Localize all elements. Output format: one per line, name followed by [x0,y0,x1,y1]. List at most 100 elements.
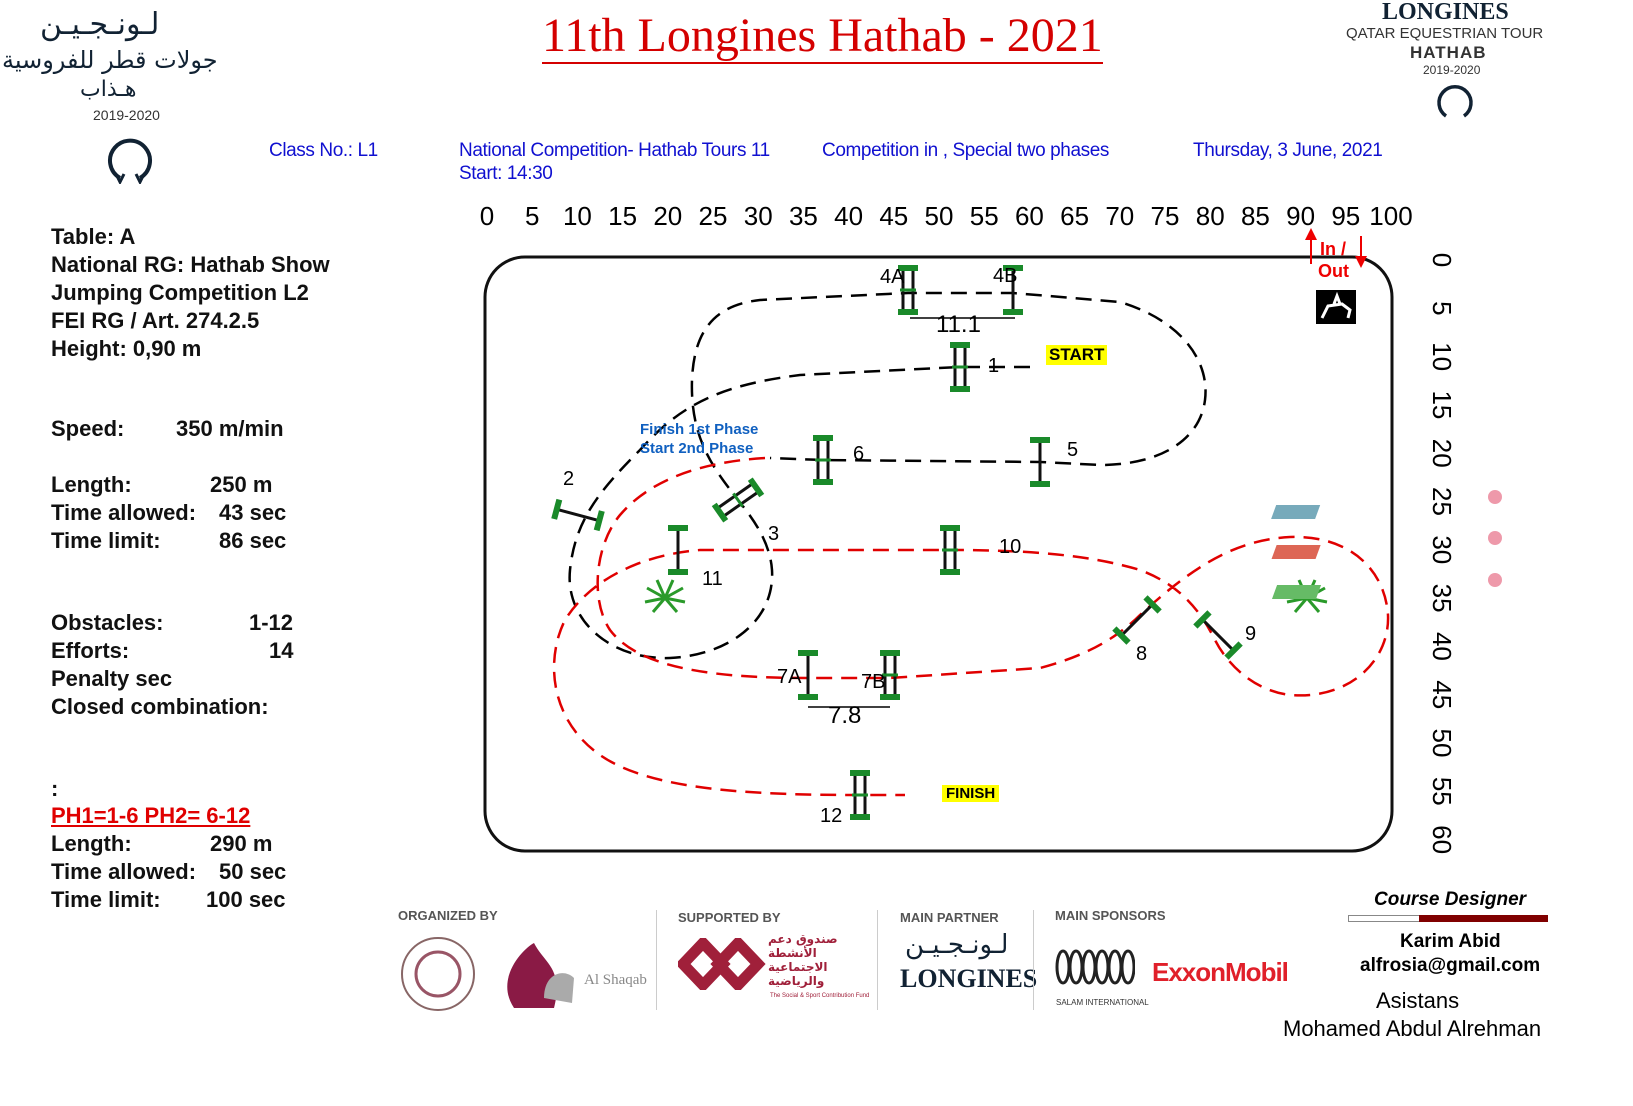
phase-note: Finish 1st Phase Start 2nd Phase [640,420,758,458]
scale-tick: 30 [744,201,773,231]
scale-tick: 60 [1427,825,1457,854]
jump-number: 8 [1136,643,1147,665]
jump-number: 4A [880,266,905,288]
scale-tick: 40 [834,201,863,231]
scale-tick: 55 [1427,777,1457,806]
scale-tick: 50 [1427,729,1457,758]
al-shaqab-logo-icon [507,943,574,1008]
time-limit-label: Time limit: [51,528,161,553]
divider [1033,910,1034,1010]
horseshoe-logo-icon [1437,85,1473,118]
rule: FEI RG / Art. 274.2.5 [51,308,260,333]
height: Height: 0,90 m [51,336,202,361]
obstacles-block: Obstacles: 1-12 Efforts: 14 Penalty sec Cl… [51,609,311,721]
colon: : [51,776,59,801]
phase2-route [552,456,1390,797]
scale-tick: 45 [1427,680,1457,709]
scale-tick: 95 [1331,201,1360,231]
scale-tick: 5 [525,201,539,231]
length-value: 250 m [210,472,273,497]
right-logo-event: HATHAB [1410,43,1487,62]
speed-block: Speed: 350 m/min [51,415,311,443]
divider [1419,915,1548,922]
fences [551,265,1243,820]
time-limit-value: 86 sec [219,528,287,553]
scale-tick: 45 [879,201,908,231]
efforts-label: Efforts: [51,638,130,663]
fence-4B [1003,265,1023,315]
page-title: 11th Longines Hathab - 2021 [542,9,1103,64]
penalty: Penalty sec [51,666,173,691]
table-type: Table: A [51,224,136,249]
scale-tick: 5 [1427,301,1457,315]
horseshoe-logo-icon [108,138,152,184]
time-limit-label: Time limit: [51,887,161,912]
start-phase2: Start 2nd Phase [640,440,754,457]
fence-2 [551,498,605,532]
phases: PH1=1-6 PH2= 6-12 [51,803,251,828]
finish-label: FINISH [942,785,1000,803]
longines-arabic: لـونـجـيـن [905,930,1009,960]
judges-icon [1271,531,1502,559]
side-scale: 0 5 10 15 20 25 30 35 40 45 50 55 60 [1427,253,1457,854]
divider [656,910,657,1010]
al-shaqab-text: Al Shaqab [584,972,647,988]
competition-date: Thursday, 3 June, 2021 [1193,140,1383,161]
rule: National RG: Hathab Show [51,252,330,277]
jump-number: 9 [1245,623,1256,645]
right-logo-brand: LONGINES [1382,0,1509,25]
course-info: Table: A National RG: Hathab Show Jumpin… [51,223,330,363]
out-label: Out [1318,261,1349,281]
in-out-label: In / Out [1318,238,1349,282]
jump-number: 4B [993,265,1017,287]
assistant-title: Asistans [1376,988,1460,1013]
course-designer-title: Course Designer [1374,889,1527,910]
jump-number: 6 [853,443,864,465]
phase1-block: Length: 250 m Time allowed: 43 sec Time li… [51,471,311,555]
fence-7B [880,650,900,700]
right-logo-years: 2019-2020 [1423,63,1481,77]
scale-tick: 15 [608,201,637,231]
scale-tick: 10 [563,201,592,231]
designer-email: alfrosia@gmail.com [1360,955,1541,976]
jump-number: 10 [999,536,1021,558]
scale-tick: 100 [1369,201,1412,231]
scale-tick: 90 [1286,201,1315,231]
phase2-block: Length: 290 m Time allowed: 50 sec Time li… [51,830,311,914]
jump-number: 5 [1067,439,1078,461]
fund-arabic: صندوق دعم الأنشطة الاجتماعية والرياضية [768,932,838,988]
scale-tick: 80 [1196,201,1225,231]
qef-logo-icon [401,937,475,1011]
left-logo-brand: لـونـجـيـن [40,7,160,42]
scale-tick: 70 [1105,201,1134,231]
start-label: START [1046,345,1108,365]
assistant-name: Mohamed Abdul Alrehman [1283,1016,1542,1041]
speed-label: Speed: [51,416,125,441]
closed-combination: Closed combination: [51,694,269,719]
fence-12 [850,770,870,820]
obstacles-value: 1-12 [249,610,294,635]
class-number: Class No.: L1 [269,140,378,161]
arrow-up-icon [1305,228,1317,240]
scale-tick: 85 [1241,201,1270,231]
length-label: Length: [51,831,132,856]
phase1-route [568,291,1207,660]
time-limit-value: 100 sec [206,887,286,912]
scale-tick: 0 [480,201,494,231]
left-logo-years: 2019-2020 [93,107,160,123]
fence-8 [1112,595,1162,645]
left-logo-sub: جولات قطر للفروسية [2,46,218,74]
scale-tick: 25 [699,201,728,231]
left-logo-hathab: هـذاب [80,77,137,102]
salam-logo-icon [1055,949,1135,985]
speed-value: 350 m/min [176,416,284,441]
time-allowed-label: Time allowed: [51,859,197,884]
efforts-value: 14 [269,638,294,663]
jump-number: 1 [988,355,999,377]
supported-by-label: SUPPORTED BY [678,910,781,925]
divider [1348,915,1420,922]
scale-tick: 20 [653,201,682,231]
length-label: Length: [51,472,132,497]
